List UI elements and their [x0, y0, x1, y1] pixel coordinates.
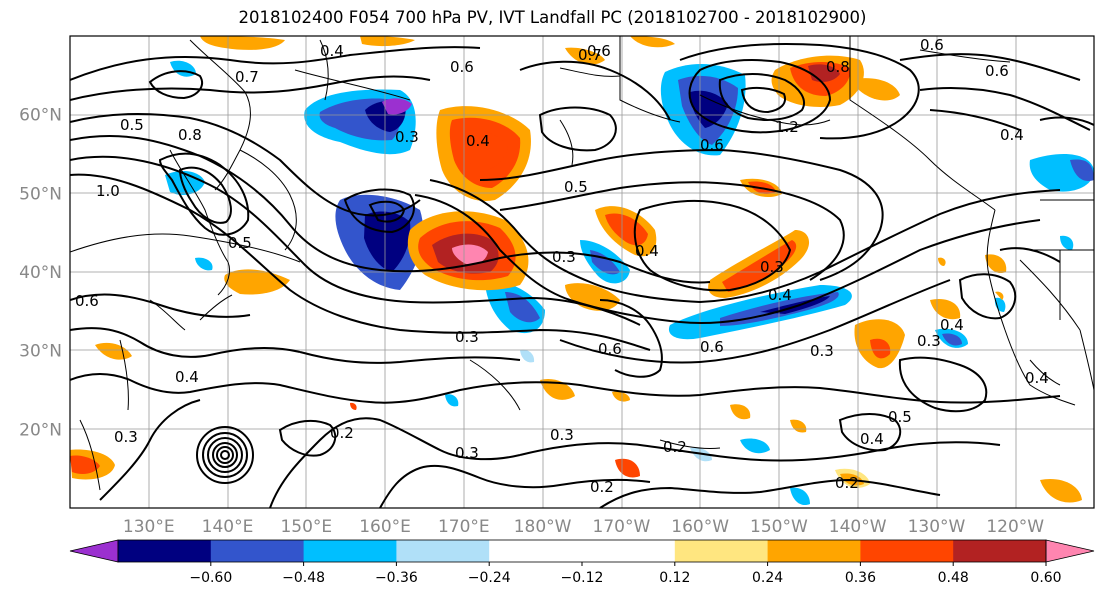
contour-label: 0.3	[455, 328, 479, 346]
longitude-label: 160°W	[671, 517, 729, 537]
colorbar-tick-label: −0.48	[282, 570, 325, 586]
contour-label: 0.4	[860, 430, 884, 448]
longitude-label: 150°E	[280, 517, 332, 537]
contour-label: 0.2	[590, 478, 614, 496]
colorbar-bin	[953, 540, 1047, 562]
colorbar-tick-label: 0.36	[845, 570, 876, 586]
latitude-label: 40°N	[19, 263, 62, 283]
contour-label: 0.4	[1025, 369, 1049, 387]
contour-label: 0.3	[810, 342, 834, 360]
contour-label: 0.6	[700, 136, 724, 154]
latitude-label: 60°N	[19, 106, 62, 126]
contour-label: 0.4	[768, 286, 792, 304]
colorbar-tick-label: −0.60	[189, 570, 232, 586]
contour-label: 0.4	[1000, 126, 1024, 144]
colorbar-bin	[860, 540, 954, 562]
contour-label: 0.6	[587, 42, 611, 60]
contour-label: 0.2	[835, 474, 859, 492]
map-frame	[69, 35, 1095, 509]
colorbar-tick-label: 0.48	[938, 570, 969, 586]
contour-label: 0.7	[235, 68, 259, 86]
latitude-label: 30°N	[19, 342, 62, 362]
colorbar-bin	[303, 540, 397, 562]
colorbar-tick-label: 0.24	[752, 570, 783, 586]
contour-label: 0.2	[330, 424, 354, 442]
contour-label: 0.3	[114, 428, 138, 446]
contour-label: 0.7	[578, 46, 602, 64]
contour-label: 0.5	[888, 408, 912, 426]
pv-contours	[70, 39, 1061, 449]
longitude-label: 170°E	[438, 517, 490, 537]
longitude-label: 130°E	[123, 517, 175, 537]
contour-labels: 0.4 0.7 0.6 0.5 0.8 0.4 0.3 0.6 1.0 0.7 …	[75, 36, 1049, 496]
colorbar-tick-label: 0.60	[1030, 570, 1061, 586]
latitude-labels: 60°N 50°N 40°N 30°N 20°N	[19, 106, 62, 441]
contour-label: 0.5	[228, 234, 252, 252]
contour-label: 0.3	[552, 248, 576, 266]
contour-label: 0.6	[920, 36, 944, 54]
contour-label: 0.6	[450, 58, 474, 76]
colorbar-tick-label: 0.12	[659, 570, 690, 586]
contour-label: 0.5	[120, 116, 144, 134]
contour-label: 0.4	[635, 242, 659, 260]
longitude-label: 140°W	[829, 517, 887, 537]
contour-label: 0.3	[395, 128, 419, 146]
contour-label: 1.2	[775, 118, 799, 136]
longitude-label: 130°W	[908, 517, 966, 537]
ivt-contours	[70, 42, 1094, 508]
coastlines	[79, 36, 1094, 491]
colorbar-bin	[767, 540, 861, 562]
contour-label: 0.2	[663, 438, 687, 456]
longitude-labels: 130°E 140°E 150°E 160°E 170°E 180°W 170°W 160°W…	[123, 517, 1044, 537]
longitude-label: 150°W	[750, 517, 808, 537]
contour-label: 0.6	[75, 292, 99, 310]
contour-label: 0.4	[466, 132, 490, 150]
colorbar-bin	[396, 540, 490, 562]
longitude-label: 180°W	[514, 517, 572, 537]
contour-label: 0.3	[917, 332, 941, 350]
contour-label: 0.4	[320, 42, 344, 60]
colorbar-bin	[210, 540, 305, 562]
contour-label: 0.8	[178, 126, 202, 144]
contour-label: 0.6	[598, 340, 622, 358]
longitude-label: 140°E	[202, 517, 254, 537]
contour-label: 0.8	[826, 58, 850, 76]
colorbar-bin	[674, 540, 769, 562]
latitude-label: 20°N	[19, 420, 62, 440]
contour-label: 0.4	[940, 316, 964, 334]
contour-label: 0.5	[564, 178, 588, 196]
colorbar-bin	[582, 540, 676, 562]
colorbar: −0.60 −0.48 −0.36 −0.24 −0.12 0.12 0.24 0.36 0.4…	[69, 539, 1095, 586]
colorbar-tick-label: −0.12	[561, 570, 604, 586]
longitude-label: 160°E	[359, 517, 411, 537]
contour-label: 0.3	[550, 426, 574, 444]
contour-label: 0.6	[985, 62, 1009, 80]
colorbar-min-extension	[69, 539, 119, 563]
colorbar-max-extension	[1045, 539, 1095, 563]
colorbar-tick-label: −0.24	[468, 570, 511, 586]
longitude-label: 170°W	[593, 517, 651, 537]
contour-label: 0.3	[455, 444, 479, 462]
colorbar-tick-label: −0.36	[375, 570, 418, 586]
map-panel: 0.4 0.7 0.6 0.5 0.8 0.4 0.3 0.6 1.0 0.7 …	[70, 36, 1094, 508]
contour-label: 1.0	[96, 182, 120, 200]
plot-title: 2018102400 F054 700 hPa PV, IVT Landfall…	[238, 8, 867, 27]
colorbar-bin	[118, 540, 212, 562]
positive-anomalies	[70, 36, 1082, 503]
latitude-label: 50°N	[19, 184, 62, 204]
contour-label: 0.4	[175, 368, 199, 386]
contour-label: 0.3	[760, 258, 784, 276]
longitude-label: 120°W	[986, 517, 1044, 537]
contour-label: 0.6	[700, 338, 724, 356]
colorbar-bin	[489, 540, 583, 562]
